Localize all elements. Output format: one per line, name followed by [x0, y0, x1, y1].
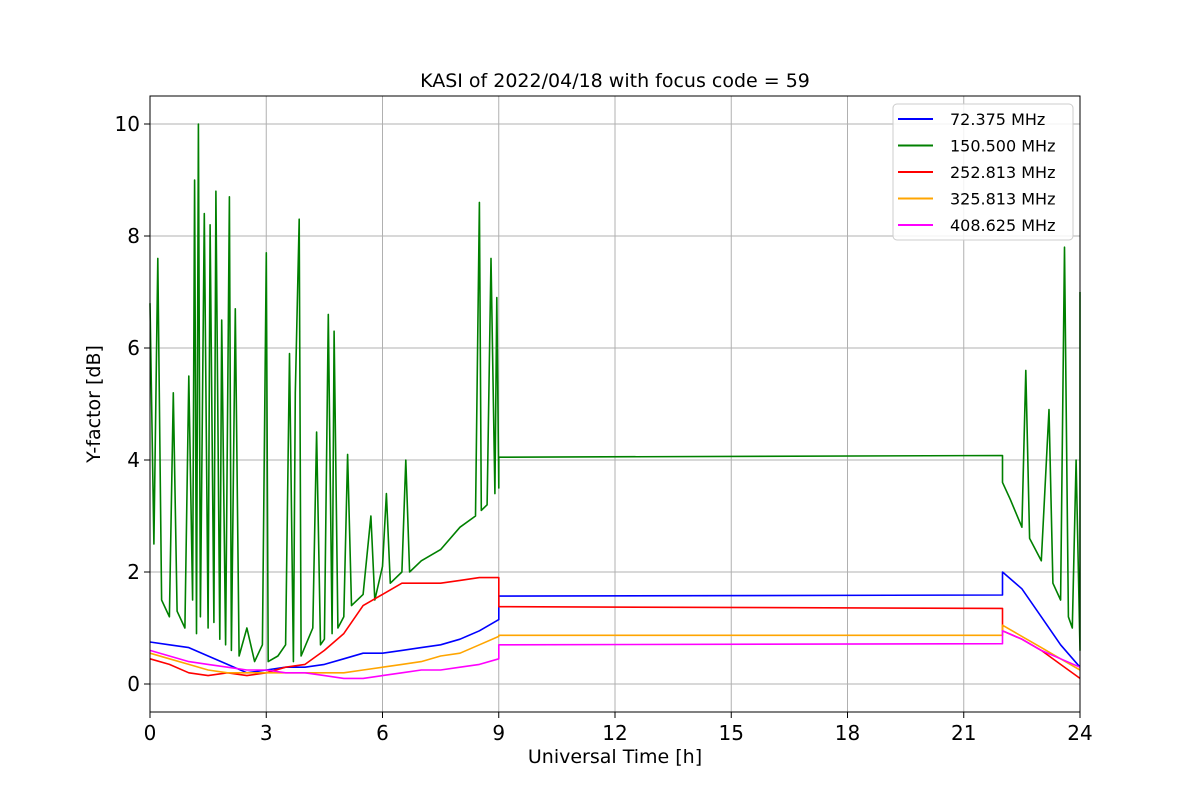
- legend-box: [892, 103, 1074, 241]
- x-tick-label: 3: [260, 721, 273, 745]
- y-tick-label: 8: [127, 224, 140, 248]
- x-tick-label: 21: [951, 721, 976, 745]
- legend-label: 150.500 MHz: [950, 137, 1055, 156]
- y-tick-label: 0: [127, 672, 140, 696]
- chart-title: KASI of 2022/04/18 with focus code = 59: [420, 70, 810, 92]
- y-axis-ticks: 0 2 4 6 8 10: [115, 112, 150, 696]
- x-tick-label: 18: [835, 721, 860, 745]
- legend-label: 325.813 MHz: [950, 190, 1055, 209]
- x-tick-label: 6: [376, 721, 389, 745]
- y-axis-title: Y-factor [dB]: [83, 345, 105, 464]
- series-line-2: [149, 123, 1081, 663]
- legend-label: 408.625 MHz: [950, 216, 1055, 235]
- y-tick-label: 4: [127, 448, 140, 472]
- series-line-5: [149, 630, 1081, 680]
- x-axis-ticks: 0 3 6 9 12 15 18 21 24: [144, 712, 1093, 745]
- y-tick-label: 6: [127, 336, 140, 360]
- y-tick-label: 2: [127, 560, 140, 584]
- series-line-1: [149, 571, 1081, 674]
- x-tick-label: 24: [1067, 721, 1092, 745]
- series-line-4: [149, 624, 1081, 674]
- legend: 72.375 MHz 150.500 MHz 252.813 MHz 325.813 …: [892, 103, 1074, 241]
- plot-area: [149, 123, 1081, 680]
- legend-label: 72.375 MHz: [950, 110, 1045, 129]
- x-tick-label: 15: [719, 721, 744, 745]
- y-tick-label: 10: [115, 112, 140, 136]
- x-tick-label: 0: [144, 721, 157, 745]
- x-tick-label: 9: [492, 721, 505, 745]
- x-axis-title: Universal Time [h]: [528, 746, 702, 768]
- legend-label: 252.813 MHz: [950, 163, 1055, 182]
- x-tick-label: 12: [602, 721, 627, 745]
